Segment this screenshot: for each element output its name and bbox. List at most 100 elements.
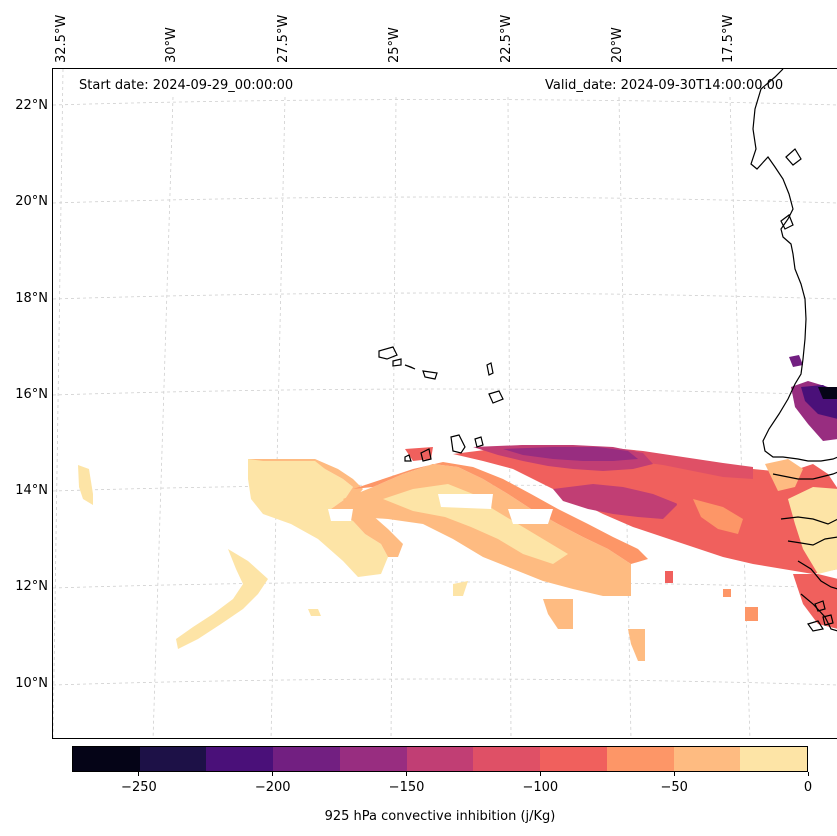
colorbar-segment <box>606 747 674 771</box>
island-coast-small-2 <box>780 214 794 230</box>
colorbar-segment <box>339 747 407 771</box>
colorbar-segment <box>473 747 541 771</box>
gridline-lat-20 <box>53 196 837 204</box>
cin-small-patch-5 <box>745 607 758 621</box>
gridline-lon-20 <box>618 96 632 738</box>
colorbar-tick <box>272 772 274 776</box>
colorbar-segment <box>740 747 808 771</box>
cin-small-patch-4 <box>665 571 673 583</box>
lon-label-32-5w: 32.5°W <box>54 14 69 63</box>
colorbar-tick-label: −50 <box>660 780 688 795</box>
colorbar-tick <box>406 772 408 776</box>
gridline-lat-12 <box>53 581 837 589</box>
cape-verde-fogo <box>420 448 432 462</box>
lat-label-22n: 22°N <box>15 98 48 113</box>
cin-small-dot-1 <box>308 609 321 616</box>
gridline-lat-16 <box>53 388 837 396</box>
colorbar-segment <box>540 747 607 771</box>
cape-verde-sao-nicolau <box>404 364 416 370</box>
lon-label-17-5w: 17.5°W <box>721 14 736 63</box>
gridline-lon-22-5 <box>507 96 512 738</box>
guinea-coast-1 <box>787 536 837 546</box>
colorbar-tick <box>807 772 809 776</box>
colorbar-segment <box>73 747 140 771</box>
lon-label-30w: 30°W <box>164 27 179 63</box>
cin-small-patch-6 <box>723 589 731 597</box>
cin-contours <box>78 355 837 661</box>
cin-southwest-streak <box>176 549 268 649</box>
island-bijagos-1 <box>807 620 824 632</box>
gridline-lon-32-5 <box>53 69 64 738</box>
cin-band-0-to-25-west <box>248 459 388 577</box>
gridline-lat-10 <box>53 678 837 686</box>
colorbar-tick <box>138 772 140 776</box>
cin-band-25-to-50-west <box>248 459 403 557</box>
colorbar-segment <box>673 747 741 771</box>
island-bijagos-2 <box>822 614 834 626</box>
colorbar-tick <box>673 772 675 776</box>
cin-senegal-strongest <box>818 387 837 399</box>
lon-label-22-5w: 22.5°W <box>499 14 514 63</box>
africa-coastline <box>750 69 837 462</box>
cin-gap-2 <box>508 509 553 524</box>
lat-label-20n: 20°N <box>15 194 48 209</box>
lon-label-20w: 20°W <box>610 27 625 63</box>
colorbar-segment <box>406 747 474 771</box>
cin-band-0-to-25-main <box>383 484 568 564</box>
colorbar-tick-label: 0 <box>803 780 813 795</box>
gridline-lat-22 <box>53 99 837 106</box>
lat-label-18n: 18°N <box>15 291 48 306</box>
cin-band-50-to-75-core <box>693 499 743 534</box>
gridline-lon-25 <box>390 96 397 738</box>
colorbar-segment <box>273 747 340 771</box>
valid-date-label: Valid_date: 2024-09-30T14:00:00.00 <box>545 78 784 93</box>
lon-label-27-5w: 27.5°W <box>276 14 291 63</box>
guinea-coast-2 <box>797 560 837 590</box>
cin-band-150-to-175-east <box>503 447 638 461</box>
cin-small-patch-7 <box>453 581 468 596</box>
island-guinea-1 <box>814 600 826 612</box>
cin-gap-3 <box>328 509 353 521</box>
lat-label-10n: 10°N <box>15 676 48 691</box>
cin-gap-1 <box>438 494 493 509</box>
gridline-lon-17-5 <box>729 96 751 738</box>
cin-west-patch <box>78 465 93 505</box>
cape-verde-brava <box>404 454 412 462</box>
colorbar-segment <box>139 747 207 771</box>
colorbar-tick-label: −100 <box>522 780 559 795</box>
lat-label-12n: 12°N <box>15 579 48 594</box>
cape-verde-santa-luzia <box>422 370 438 380</box>
coastlines <box>378 69 837 632</box>
island-coast-small <box>785 148 802 166</box>
cape-verde-santo-antao <box>378 346 398 360</box>
colorbar-tick <box>539 772 541 776</box>
cape-verde-maio <box>474 436 484 448</box>
colorbar-tick-label: −250 <box>121 780 157 795</box>
colorbar-tick-label: −150 <box>388 780 425 795</box>
colorbar <box>72 746 808 772</box>
cape-verde-sao-vicente <box>392 358 402 367</box>
colorbar-segment <box>206 747 274 771</box>
cape-verde-santiago <box>450 434 466 454</box>
lon-label-25w: 25°W <box>387 27 402 63</box>
cape-verde-boa-vista <box>488 390 504 404</box>
cin-small-patch-3 <box>628 629 645 661</box>
graticule <box>53 69 837 738</box>
lat-label-14n: 14°N <box>15 483 48 498</box>
cin-coastal-mid <box>765 459 803 491</box>
cape-verde-sal <box>486 362 494 376</box>
cin-map <box>53 69 837 738</box>
cin-coastal-south <box>793 574 837 629</box>
start-date-label: Start date: 2024-09-29_00:00:00 <box>79 78 294 93</box>
colorbar-tick-label: −200 <box>254 780 291 795</box>
gridline-lon-27-5 <box>270 96 286 738</box>
guinea-bissau-coast <box>780 516 837 525</box>
map-panel <box>52 68 837 739</box>
cin-small-patch-2 <box>543 599 573 629</box>
gambia-coast <box>772 471 837 480</box>
colorbar-label: 925 hPa convective inhibition (j/Kg) <box>324 809 556 824</box>
cin-coastal-low <box>788 487 837 574</box>
gridline-lon-30 <box>152 96 174 738</box>
gridline-lat-18 <box>53 292 837 300</box>
cin-band-125-to-150-core <box>553 484 678 519</box>
